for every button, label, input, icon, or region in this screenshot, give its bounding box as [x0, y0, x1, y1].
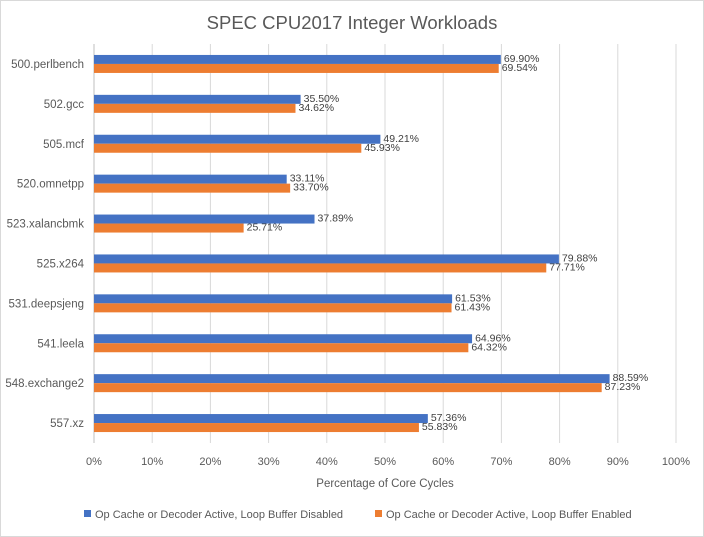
- data-label: 61.53%: [455, 292, 491, 304]
- data-label: 55.83%: [422, 421, 458, 433]
- bars: [94, 54, 610, 433]
- data-label: 49.21%: [383, 133, 419, 145]
- category-label: 523.xalancbmk: [7, 219, 85, 231]
- bar-loop-buffer-enabled: [94, 263, 547, 273]
- data-label: 57.36%: [431, 412, 467, 424]
- data-label: 33.11%: [290, 173, 325, 185]
- bar-loop-buffer-enabled: [94, 183, 291, 193]
- x-tick-label: 100%: [662, 456, 690, 468]
- bar-loop-buffer-enabled: [94, 63, 499, 73]
- legend-swatch: [84, 510, 91, 517]
- bar-loop-buffer-disabled: [94, 54, 501, 64]
- x-tick-label: 10%: [141, 456, 163, 468]
- data-label: 69.90%: [504, 53, 540, 65]
- x-tick-label: 90%: [607, 456, 629, 468]
- legend: Op Cache or Decoder Active, Loop Buffer …: [84, 509, 632, 521]
- legend-label: Op Cache or Decoder Active, Loop Buffer …: [95, 509, 343, 521]
- data-label: 69.54%: [502, 62, 538, 74]
- x-tick-label: 30%: [258, 456, 280, 468]
- data-label: 33.70%: [293, 182, 329, 194]
- x-tick-label: 60%: [432, 456, 454, 468]
- data-label: 37.89%: [318, 213, 354, 225]
- bar-loop-buffer-disabled: [94, 294, 453, 304]
- bar-loop-buffer-enabled: [94, 423, 419, 433]
- bar-loop-buffer-disabled: [94, 94, 301, 104]
- category-label: 505.mcf: [43, 139, 85, 151]
- legend-label: Op Cache or Decoder Active, Loop Buffer …: [386, 509, 632, 521]
- category-label: 548.exchange2: [5, 378, 84, 390]
- data-label: 88.59%: [613, 372, 649, 384]
- bar-loop-buffer-enabled: [94, 383, 602, 393]
- data-label: 64.32%: [471, 341, 507, 353]
- data-label: 87.23%: [605, 381, 641, 393]
- bar-loop-buffer-disabled: [94, 334, 473, 344]
- x-tick-label: 20%: [199, 456, 221, 468]
- data-label: 77.71%: [549, 261, 585, 273]
- bar-loop-buffer-disabled: [94, 374, 610, 384]
- x-axis-title: Percentage of Core Cycles: [316, 478, 454, 490]
- bar-loop-buffer-enabled: [94, 343, 469, 353]
- category-labels: 500.perlbench 502.gcc 505.mcf 520.omnetpp 52…: [5, 59, 84, 430]
- data-label: 35.50%: [304, 93, 340, 105]
- bar-loop-buffer-disabled: [94, 174, 287, 184]
- bar-loop-buffer-enabled: [94, 103, 296, 113]
- bar-loop-buffer-disabled: [94, 214, 315, 224]
- bar-loop-buffer-enabled: [94, 223, 244, 233]
- bar-loop-buffer-enabled: [94, 303, 452, 313]
- category-label: 520.omnetpp: [17, 179, 84, 191]
- chart-title: SPEC CPU2017 Integer Workloads: [207, 12, 498, 33]
- data-label: 79.88%: [562, 252, 598, 264]
- category-label: 525.x264: [37, 258, 85, 270]
- category-label: 531.deepsjeng: [9, 298, 84, 310]
- data-label: 34.62%: [298, 102, 334, 114]
- bar-loop-buffer-disabled: [94, 414, 428, 424]
- data-label: 64.96%: [475, 332, 511, 344]
- data-label: 61.43%: [455, 301, 491, 313]
- data-label: 25.71%: [247, 222, 283, 234]
- legend-swatch: [375, 510, 382, 517]
- bar-loop-buffer-disabled: [94, 134, 381, 144]
- category-label: 500.perlbench: [11, 59, 84, 71]
- category-label: 541.leela: [37, 338, 84, 350]
- data-labels: 69.90%69.54% 35.50%34.62% 49.21%45.93% 33.1…: [247, 53, 649, 433]
- x-tick-label: 0%: [86, 456, 102, 468]
- bar-loop-buffer-disabled: [94, 254, 559, 264]
- x-tick-label: 70%: [490, 456, 512, 468]
- x-tick-label: 80%: [549, 456, 571, 468]
- bar-loop-buffer-enabled: [94, 143, 362, 153]
- category-label: 502.gcc: [44, 99, 85, 111]
- x-tick-label: 50%: [374, 456, 396, 468]
- x-tick-label: 40%: [316, 456, 338, 468]
- category-label: 557.xz: [50, 418, 84, 430]
- data-label: 45.93%: [364, 142, 400, 154]
- x-tick-labels: 0% 10% 20% 30% 40% 50% 60% 70% 80% 90% 100%: [86, 456, 690, 468]
